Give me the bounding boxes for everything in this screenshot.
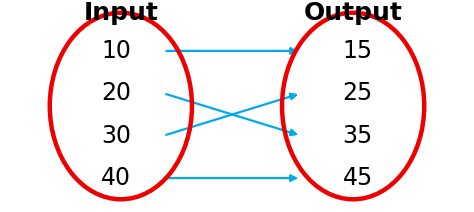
Text: 30: 30 <box>101 124 131 148</box>
Text: 25: 25 <box>343 81 373 105</box>
Text: 20: 20 <box>101 81 131 105</box>
Text: 45: 45 <box>343 166 373 190</box>
Text: Output: Output <box>304 1 402 25</box>
Text: 10: 10 <box>101 39 131 63</box>
Text: 40: 40 <box>101 166 131 190</box>
Text: 15: 15 <box>343 39 373 63</box>
Text: 35: 35 <box>343 124 373 148</box>
Text: Input: Input <box>83 1 158 25</box>
